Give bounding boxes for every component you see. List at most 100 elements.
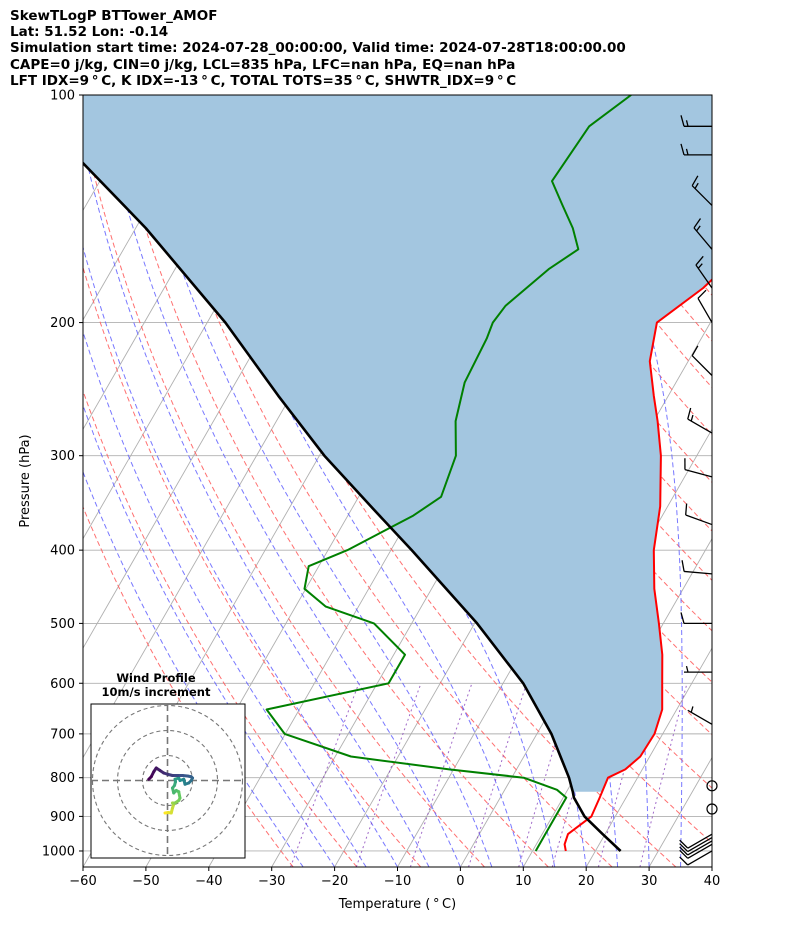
mixing-ratio-line xyxy=(639,683,688,867)
y-tick-label: 1000 xyxy=(42,844,75,859)
wind-barb xyxy=(680,612,712,625)
hodograph-subtitle: 10m/s increment xyxy=(102,685,211,699)
moist-adiabat xyxy=(129,95,493,867)
moist-adiabat xyxy=(83,245,398,867)
x-tick-label: −50 xyxy=(132,874,159,889)
wind-barb-shaft xyxy=(687,833,713,849)
wind-barb-shaft xyxy=(687,843,713,859)
wind-barb xyxy=(679,837,713,853)
isotherm xyxy=(585,647,712,867)
wind-barb xyxy=(679,843,713,859)
mixing-ratio-line xyxy=(355,683,422,867)
parcel-temperature-shading xyxy=(83,95,712,792)
wind-barb xyxy=(693,218,713,250)
y-tick-label: 500 xyxy=(50,617,75,632)
y-tick-label: 600 xyxy=(50,677,75,692)
isotherm xyxy=(711,866,712,867)
moist-adiabat xyxy=(83,330,367,867)
dry-adiabat xyxy=(83,389,358,867)
wind-barb-shaft xyxy=(693,227,713,250)
wind-barb-feather xyxy=(680,612,685,624)
wind-barb-shaft xyxy=(684,570,713,575)
y-tick-label: 800 xyxy=(50,771,75,786)
isotherm xyxy=(83,95,213,321)
wind-barb-shaft xyxy=(687,709,713,725)
wind-barbs xyxy=(679,115,718,866)
wind-barb-feather xyxy=(679,839,689,849)
wind-barb-half-feather xyxy=(690,706,694,713)
y-tick-label: 300 xyxy=(50,449,75,464)
wind-barb-feather xyxy=(685,503,688,516)
dewpoint-profile-line xyxy=(265,95,632,852)
moist-adiabat xyxy=(98,95,461,867)
wind-barb xyxy=(687,706,713,725)
wind-barb xyxy=(691,175,713,206)
wind-barb-half-feather xyxy=(694,182,699,189)
wind-barb-shaft xyxy=(685,514,713,526)
wind-barb-feather xyxy=(693,218,702,229)
x-tick-label: −10 xyxy=(384,874,411,889)
parcel-profile-line xyxy=(83,161,622,852)
wind-barb xyxy=(680,143,712,156)
wind-barb-shaft xyxy=(695,264,713,289)
wind-barb-half-feather xyxy=(685,120,689,127)
wind-barb-half-feather xyxy=(685,148,689,156)
wind-barb xyxy=(684,458,713,478)
wind-barb xyxy=(680,115,712,127)
chart-header: SkewTLogP BTTower_AMOF Lat: 51.52 Lon: -… xyxy=(10,8,626,89)
wind-barb-feather xyxy=(679,856,689,866)
temperature-profile-line xyxy=(563,278,712,852)
header-location: Lat: 51.52 Lon: -0.14 xyxy=(10,24,169,41)
x-tick-label: −30 xyxy=(258,874,285,889)
x-tick-label: 30 xyxy=(641,874,658,889)
x-axis-label: Temperature ( ° C) xyxy=(338,897,456,912)
x-tick-label: 10 xyxy=(515,874,532,889)
wind-barb xyxy=(695,255,713,289)
wind-barb-shaft xyxy=(684,469,713,478)
wind-barb-half-feather xyxy=(690,414,694,422)
wind-barb xyxy=(681,560,713,575)
wind-barb-feather xyxy=(691,175,699,186)
hodograph-area xyxy=(91,704,245,858)
moist-adiabat xyxy=(83,470,304,867)
wind-barb-shaft xyxy=(687,850,713,866)
header-title: SkewTLogP BTTower_AMOF xyxy=(10,8,218,24)
wind-barb-feather xyxy=(687,407,692,420)
wind-barb xyxy=(691,345,713,376)
wind-barb xyxy=(697,289,713,323)
wind-barb-feather xyxy=(691,345,699,357)
header-stability-indices: LFT IDX=9 ° C, K IDX=-13 ° C, TOTAL TOTS… xyxy=(10,72,517,89)
wind-barb-shaft xyxy=(691,185,713,206)
y-tick-label: 900 xyxy=(50,810,75,825)
wind-barb-half-feather xyxy=(696,225,701,232)
wind-barb-calm xyxy=(706,780,718,792)
wind-barb xyxy=(679,833,713,849)
wind-barb-feather xyxy=(697,289,707,299)
header-convective-params: CAPE=0 j/kg, CIN=0 j/kg, LCL=835 hPa, LF… xyxy=(10,56,516,73)
isotherm xyxy=(460,428,712,867)
wind-barb-feather xyxy=(679,849,689,859)
dry-adiabat xyxy=(728,95,794,867)
hodograph-segment xyxy=(147,775,153,781)
wind-barb-feather xyxy=(679,846,689,856)
mixing-ratio-line xyxy=(409,683,473,867)
dry-adiabat xyxy=(83,126,485,867)
wind-barb-shaft xyxy=(687,418,713,434)
wind-barb xyxy=(687,407,713,434)
wind-barb-calm xyxy=(706,803,718,815)
mixing-ratio-line xyxy=(468,683,528,867)
plot-axes: −60 −50 −40 −30 −20 −10 0 10 20 30 40 100 200 300 400 5… xyxy=(18,89,720,913)
x-tick-label: −60 xyxy=(69,874,96,889)
dry-adiabat xyxy=(466,95,712,436)
wind-barb-feather xyxy=(680,115,685,127)
x-tick-label: 0 xyxy=(456,874,464,889)
y-tick-label: 700 xyxy=(50,727,75,742)
wind-barb xyxy=(684,665,712,673)
wind-barb-half-feather xyxy=(685,665,689,673)
wind-barb-feather xyxy=(679,843,689,853)
y-tick-label: 200 xyxy=(50,316,75,331)
moist-adiabat xyxy=(83,141,430,867)
wind-barb-shaft xyxy=(697,297,713,323)
